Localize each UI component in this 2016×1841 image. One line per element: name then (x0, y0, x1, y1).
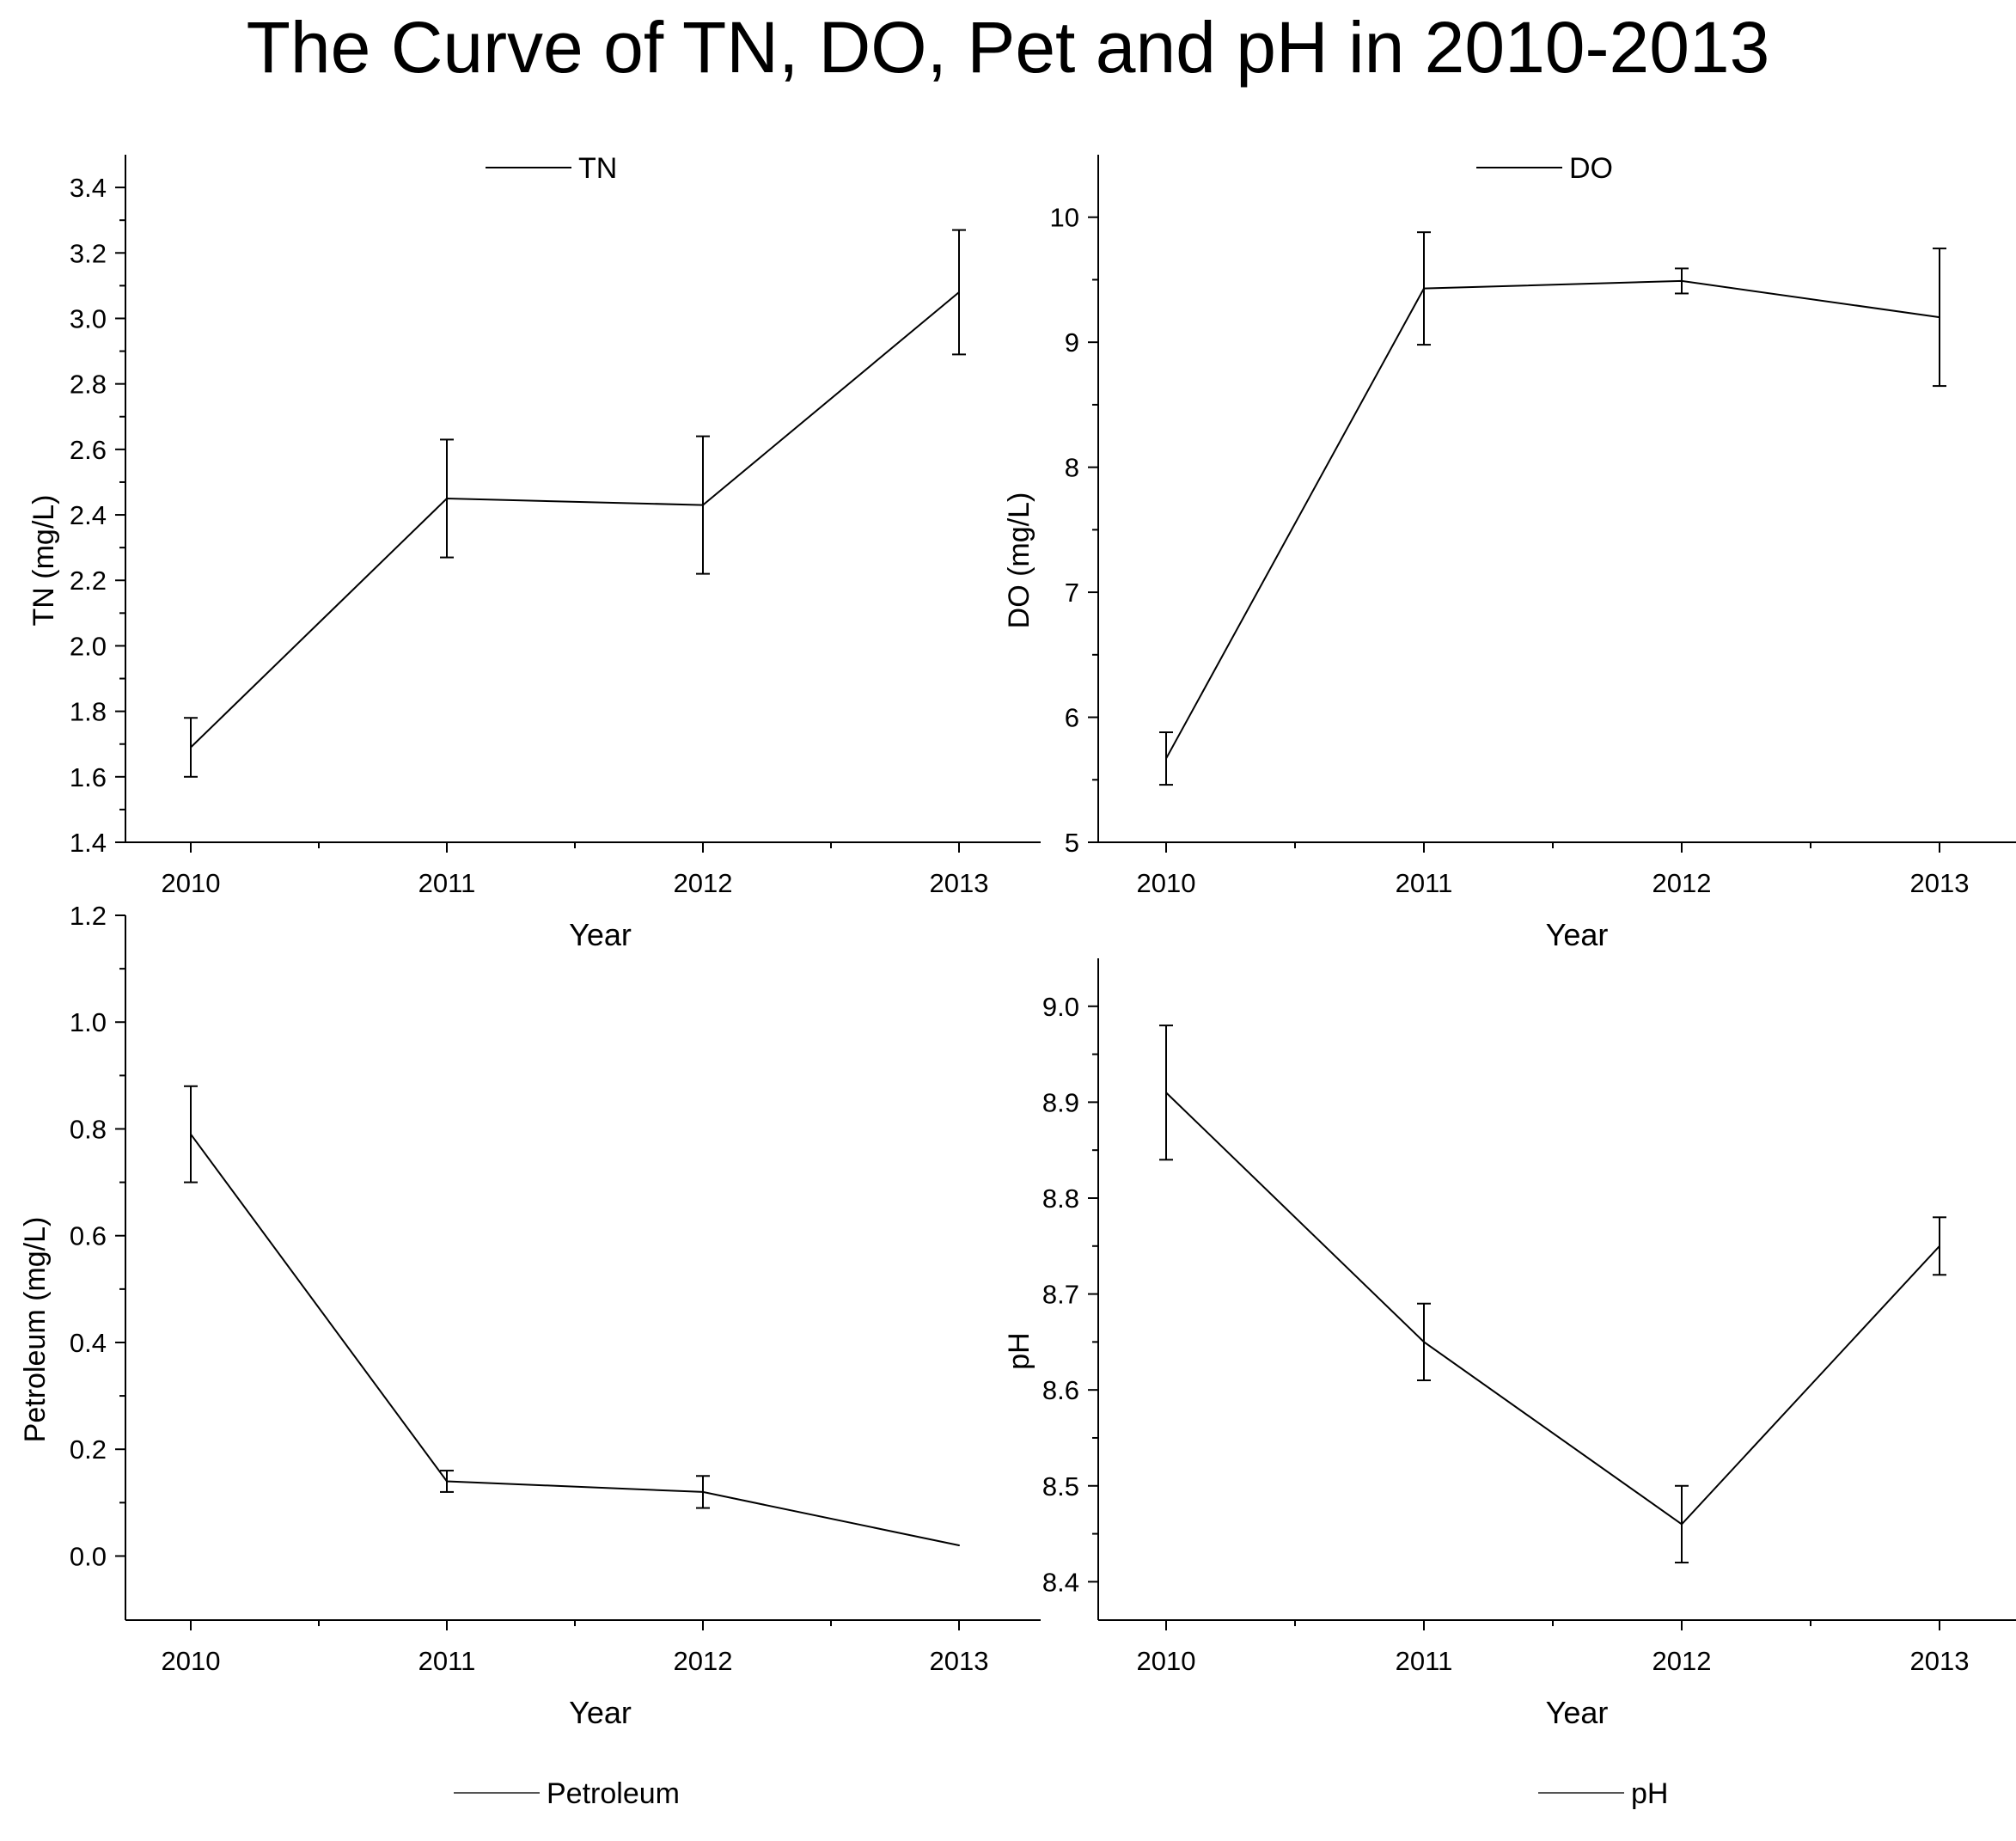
y-axis-label: Petroleum (mg/L) (19, 1217, 52, 1443)
x-axis-label: Year (1546, 917, 1609, 952)
data-point (1681, 279, 1683, 282)
x-tick-label: 2010 (1137, 1646, 1196, 1676)
y-tick-label: 0.8 (70, 1114, 107, 1144)
chart-panel-3: 8.4 8.5 8.6 8.7 8.8 8.9 9.0 2010 2011 2012 2013 Yea… (1003, 958, 2016, 1810)
y-tick-label: 3.4 (70, 173, 107, 203)
x-axis-label: Year (1546, 1695, 1609, 1730)
y-tick-label: 5 (1065, 828, 1079, 858)
legend-label: Petroleum (547, 1777, 680, 1810)
y-tick-label: 1.6 (70, 762, 107, 792)
chart-panel-2: 0.0 0.2 0.4 0.6 0.8 1.0 1.2 2010 2011 2012 2013 Yea… (19, 901, 1041, 1810)
data-point (702, 504, 704, 506)
x-tick-label: 2010 (162, 1646, 221, 1676)
x-tick-label: 2013 (1910, 1646, 1970, 1676)
x-tick-label: 2011 (418, 868, 476, 898)
data-point (190, 746, 192, 749)
data-point (1165, 1092, 1167, 1094)
y-axis-label: TN (mg/L) (27, 495, 60, 627)
y-tick-label: 2.2 (70, 566, 107, 596)
data-point (1939, 316, 1940, 319)
y-tick-label: 2.0 (70, 631, 107, 661)
y-tick-label: 10 (1050, 203, 1079, 233)
data-point (190, 1133, 192, 1135)
y-tick-label: 8.6 (1042, 1375, 1079, 1405)
data-point (1423, 287, 1425, 290)
y-tick-label: 0.4 (70, 1328, 107, 1358)
y-tick-label: 7 (1065, 578, 1079, 608)
y-tick-label: 8.8 (1042, 1184, 1079, 1214)
data-point (446, 1480, 448, 1483)
x-tick-label: 2013 (930, 1646, 989, 1676)
x-tick-label: 2012 (1653, 1646, 1712, 1676)
x-axis-label: Year (569, 917, 632, 952)
y-tick-label: 0.2 (70, 1434, 107, 1465)
x-tick-label: 2012 (674, 868, 733, 898)
x-tick-label: 2010 (162, 868, 221, 898)
data-point (958, 1544, 960, 1547)
data-point (958, 291, 960, 293)
y-axis-label: DO (mg/L) (1003, 492, 1035, 629)
y-tick-label: 8.5 (1042, 1471, 1079, 1502)
legend-label: DO (1569, 152, 1613, 185)
y-tick-label: 9.0 (1042, 992, 1079, 1022)
x-tick-label: 2011 (1396, 868, 1453, 898)
data-point (1681, 1523, 1683, 1526)
y-tick-label: 2.8 (70, 370, 107, 400)
legend-label: TN (578, 152, 617, 185)
series-line (190, 1134, 960, 1547)
y-tick-label: 8.4 (1042, 1567, 1079, 1597)
data-point (702, 1490, 704, 1493)
x-tick-label: 2012 (1653, 868, 1712, 898)
y-tick-label: 9 (1065, 327, 1079, 358)
y-tick-label: 8 (1065, 453, 1079, 483)
legend-label: pH (1631, 1777, 1668, 1810)
data-point (1423, 1341, 1425, 1343)
chart-panel-0: 1.4 1.6 1.8 2.0 2.2 2.4 2.6 2.8 3.0 3.2 3.4 2010 201… (27, 152, 1041, 952)
y-tick-label: 0.0 (70, 1541, 107, 1571)
x-tick-label: 2011 (1396, 1646, 1453, 1676)
data-point (1165, 757, 1167, 760)
data-point (446, 498, 448, 499)
y-tick-label: 8.7 (1042, 1280, 1079, 1310)
chart-panel-1: 5 6 7 8 9 10 2010 2011 2012 2013 Year DO (mg/L) DO (1003, 152, 2016, 952)
page-title: The Curve of TN, DO, Pet and pH in 2010-… (246, 7, 1770, 88)
series-line (1165, 1092, 1940, 1526)
y-tick-label: 1.8 (70, 697, 107, 727)
x-tick-label: 2011 (418, 1646, 476, 1676)
y-tick-label: 3.0 (70, 303, 107, 333)
x-tick-label: 2013 (1910, 868, 1970, 898)
x-axis-label: Year (569, 1695, 632, 1730)
y-tick-label: 1.4 (70, 828, 107, 858)
y-tick-label: 6 (1065, 703, 1079, 733)
y-tick-label: 2.4 (70, 500, 107, 530)
x-tick-label: 2012 (674, 1646, 733, 1676)
y-tick-label: 3.2 (70, 238, 107, 268)
y-tick-label: 1.2 (70, 901, 107, 931)
x-tick-label: 2010 (1137, 868, 1196, 898)
y-tick-label: 8.9 (1042, 1087, 1079, 1117)
series-line (190, 291, 960, 749)
series-line (1165, 279, 1940, 760)
x-tick-label: 2013 (930, 868, 989, 898)
y-tick-label: 2.6 (70, 435, 107, 465)
y-axis-label: pH (1003, 1332, 1035, 1369)
y-tick-label: 1.0 (70, 1007, 107, 1037)
y-tick-label: 0.6 (70, 1221, 107, 1251)
data-point (1939, 1245, 1940, 1247)
